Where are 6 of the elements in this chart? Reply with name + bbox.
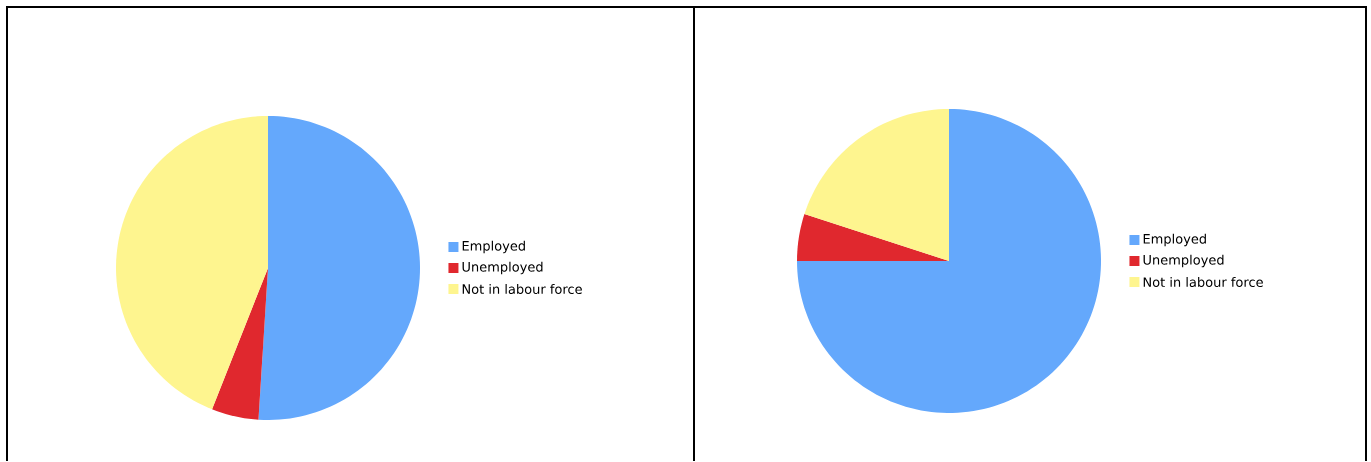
legend-label: Unemployed — [1143, 254, 1224, 268]
legend-label: Employed — [462, 240, 525, 254]
legend-label: Not in labour force — [462, 283, 582, 295]
legend-label: Unemployed — [462, 261, 543, 275]
legend-label: Employed — [1143, 233, 1206, 247]
legend-label: Not in labour force — [1143, 276, 1263, 288]
